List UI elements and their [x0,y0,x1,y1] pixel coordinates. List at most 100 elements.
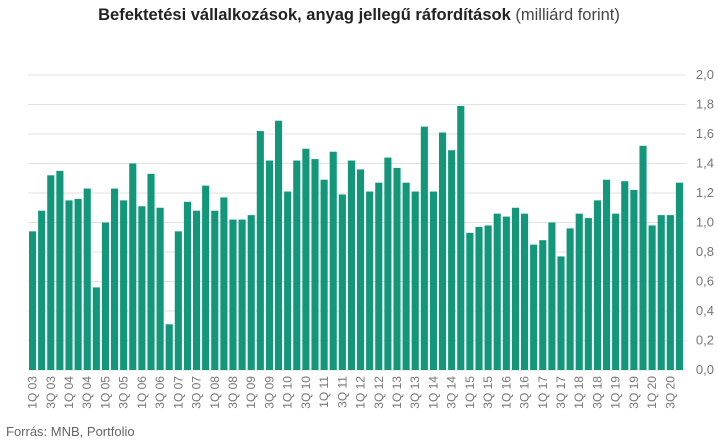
bar [448,150,456,370]
x-tick-label: 1Q 18 [572,376,586,409]
bar [293,160,301,370]
bar [493,213,501,370]
bar [530,244,538,371]
x-tick-label: 1Q 15 [463,376,477,409]
bar [457,105,465,370]
bar [375,182,383,370]
chart-title: Befektetési vállalkozások, anyag jellegű… [0,6,718,25]
bar [174,231,182,370]
bar [38,210,46,370]
x-tick-label: 1Q 03 [26,376,40,409]
y-tick-label: 0,6 [696,274,714,289]
bar [165,324,173,370]
bar [484,225,492,370]
bar [411,191,419,370]
bar [420,126,428,371]
x-tick-label: 3Q 13 [408,376,422,409]
x-tick-label: 3Q 14 [445,376,459,409]
y-tick-label: 2,0 [696,67,714,82]
bar [338,194,346,370]
bar [521,213,529,370]
bar [220,197,228,370]
x-tick-label: 3Q 08 [226,376,240,409]
bar [120,200,128,371]
bar [603,179,611,370]
x-tick-label: 3Q 05 [117,376,131,409]
bar [329,151,337,370]
y-tick-label: 0,0 [696,362,714,377]
bar [147,173,155,370]
bar [366,191,374,370]
bar [101,222,109,370]
bar [475,226,483,370]
x-tick-label: 1Q 17 [536,376,550,409]
bar [256,131,264,370]
x-tick-label: 3Q 18 [590,376,604,409]
bar [211,210,219,370]
bar [539,240,547,370]
bar [229,219,237,370]
bar [557,256,565,370]
x-tick-label: 3Q 10 [299,376,313,409]
x-tick-label: 1Q 10 [281,376,295,409]
x-tick-label: 1Q 06 [135,376,149,409]
x-tick-label: 3Q 11 [335,376,349,408]
x-tick-label: 3Q 04 [80,376,94,409]
x-tick-label: 3Q 03 [44,376,58,409]
bar [511,207,519,370]
x-tick-label: 3Q 15 [481,376,495,409]
x-tick-label: 1Q 04 [62,376,76,409]
bar [129,163,137,370]
x-tick-label: 1Q 11 [317,376,331,408]
bar [393,167,401,370]
x-tick-label: 3Q 09 [262,376,276,409]
x-tick-label: 3Q 06 [153,376,167,409]
bar [439,132,447,370]
bar [284,191,292,370]
x-tick-label: 1Q 13 [390,376,404,409]
x-tick-label: 3Q 12 [372,376,386,409]
bar [247,215,255,371]
bar [302,148,310,370]
bar [347,160,355,370]
bar [111,188,119,370]
x-tick-label: 1Q 16 [499,376,513,409]
bar [320,179,328,370]
bar [183,201,191,370]
bar [675,182,683,370]
bar [92,287,100,370]
x-tick-label: 1Q 08 [208,376,222,409]
y-tick-label: 0,2 [696,333,714,348]
x-tick-label: 3Q 20 [663,376,677,409]
x-tick-label: 3Q 19 [627,376,641,409]
bar [548,222,556,370]
bar [584,218,592,370]
bar [402,182,410,370]
bar [29,231,37,370]
bar [502,216,510,370]
bar [47,175,55,370]
x-tick-label: 3Q 17 [554,376,568,409]
bar [138,206,146,370]
bar [639,145,647,370]
x-tick-label: 1Q 05 [98,376,112,409]
x-tick-label: 3Q 16 [518,376,532,409]
bar [648,225,656,370]
x-tick-label: 1Q 07 [171,376,185,409]
y-tick-label: 1,8 [696,97,714,112]
bar [156,207,164,370]
x-tick-label: 1Q 09 [244,376,258,409]
bar [202,185,210,371]
bar [275,120,283,370]
y-axis-ticks: 0,0 0,2 0,4 0,6 0,8 1,0 1,2 1,4 1,6 1,8 2,0 [696,67,714,377]
y-tick-label: 1,0 [696,215,714,230]
bar [575,213,583,370]
chart-title-main: Befektetési vállalkozások, anyag jellegű… [98,6,511,24]
bar [593,200,601,371]
bar [357,169,365,370]
bar [630,190,638,370]
bar [666,215,674,371]
bar [238,219,246,370]
y-tick-label: 0,4 [696,303,714,318]
